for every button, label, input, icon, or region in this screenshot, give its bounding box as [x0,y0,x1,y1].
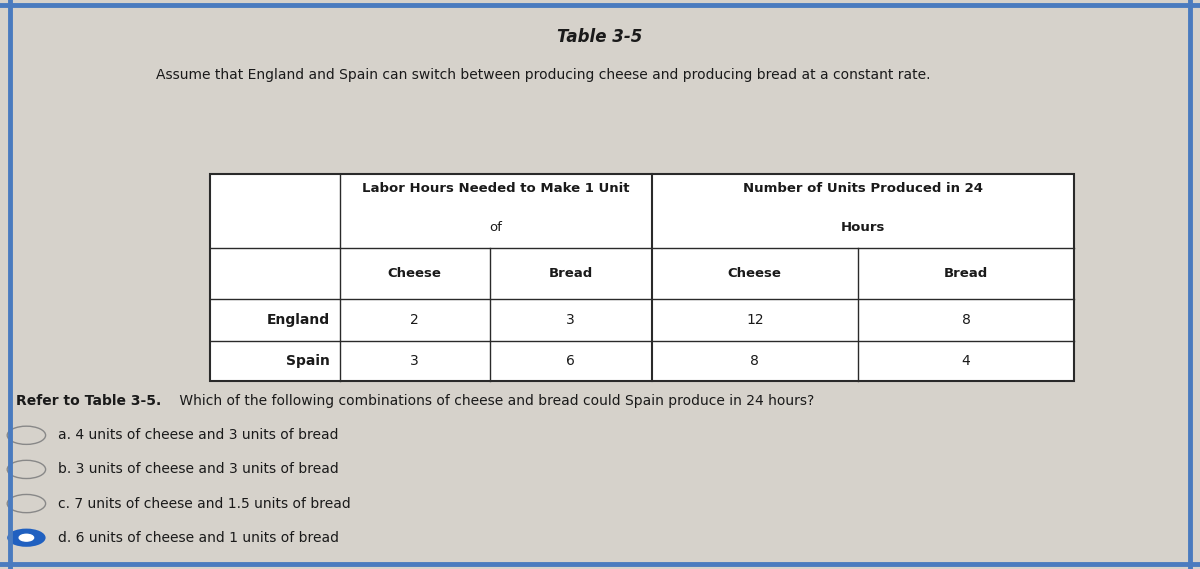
Text: 3: 3 [410,354,419,368]
Text: Spain: Spain [286,354,330,368]
Circle shape [19,534,34,541]
Text: Table 3-5: Table 3-5 [557,28,643,46]
Text: b. 3 units of cheese and 3 units of bread: b. 3 units of cheese and 3 units of brea… [58,463,338,476]
Text: Bread: Bread [944,267,988,279]
Text: Labor Hours Needed to Make 1 Unit: Labor Hours Needed to Make 1 Unit [362,183,629,195]
Text: a. 4 units of cheese and 3 units of bread: a. 4 units of cheese and 3 units of brea… [58,428,338,442]
Text: Number of Units Produced in 24: Number of Units Produced in 24 [743,183,983,195]
Text: 4: 4 [961,354,971,368]
Text: Which of the following combinations of cheese and bread could Spain produce in 2: Which of the following combinations of c… [175,394,815,408]
Text: Refer to Table 3-5.: Refer to Table 3-5. [16,394,161,408]
Text: of: of [490,221,502,234]
Text: England: England [266,313,330,327]
Text: 6: 6 [566,354,575,368]
Text: Bread: Bread [548,267,593,279]
Text: 3: 3 [566,313,575,327]
Text: Hours: Hours [841,221,884,234]
Text: Cheese: Cheese [728,267,781,279]
Circle shape [7,529,46,547]
Text: Assume that England and Spain can switch between producing cheese and producing : Assume that England and Spain can switch… [156,68,930,82]
Text: Cheese: Cheese [388,267,442,279]
Text: d. 6 units of cheese and 1 units of bread: d. 6 units of cheese and 1 units of brea… [58,531,338,545]
Text: 12: 12 [746,313,763,327]
Text: 8: 8 [750,354,760,368]
Text: 8: 8 [961,313,971,327]
Bar [210,174,1074,381]
Text: c. 7 units of cheese and 1.5 units of bread: c. 7 units of cheese and 1.5 units of br… [58,497,350,510]
Text: 2: 2 [410,313,419,327]
